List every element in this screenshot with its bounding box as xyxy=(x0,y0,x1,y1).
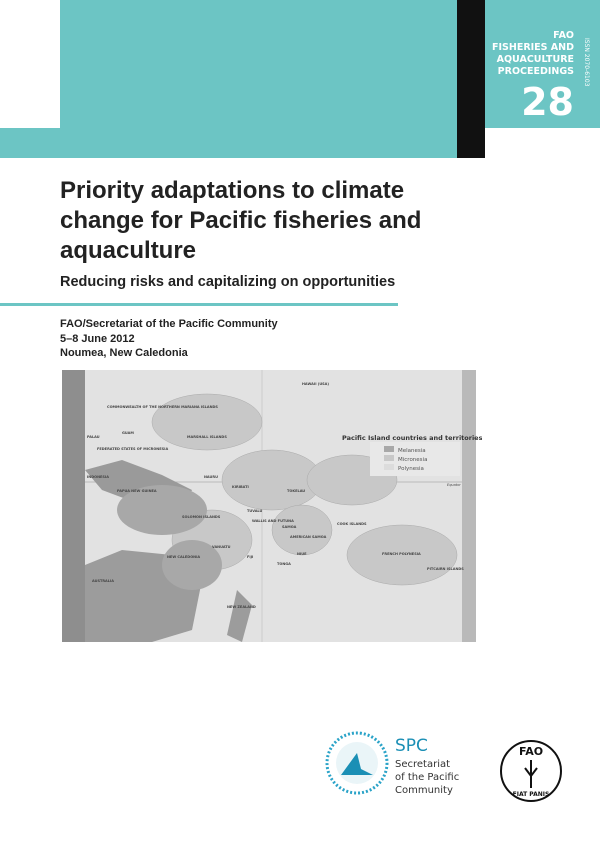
map-label: WALLIS AND FUTUNA xyxy=(252,519,294,523)
map-label: AMERICAN SAMOA xyxy=(290,535,327,539)
map-label: PAPUA NEW GUINEA xyxy=(117,489,157,493)
map-edge xyxy=(62,370,85,642)
map-label: SOLOMON ISLANDS xyxy=(182,515,221,519)
legend-label: Melanesia xyxy=(398,448,426,454)
fao-motto: FIAT PANIS xyxy=(513,791,550,798)
map-label: NAURU xyxy=(204,475,218,479)
map-label: NEW CALEDONIA xyxy=(167,555,200,559)
spc-name: Secretariat xyxy=(395,759,450,770)
legend-swatch xyxy=(384,455,394,461)
info-line: 5–8 June 2012 xyxy=(60,332,135,345)
legend-swatch xyxy=(384,464,394,470)
black-bar xyxy=(457,0,485,158)
map-label: AUSTRALIA xyxy=(92,579,114,583)
info: FAO/Secretariat of the Pacific Community… xyxy=(60,317,278,361)
map-label: FEDERATED STATES OF MICRONESIA xyxy=(97,447,168,451)
map-label: KIRIBATI xyxy=(232,485,249,489)
map-label: FRENCH POLYNESIA xyxy=(382,552,421,556)
map-label: SAMOA xyxy=(282,525,297,529)
map-label: TONGA xyxy=(277,562,291,566)
legend-label: Micronesia xyxy=(398,457,427,463)
issn: ISSN 2070-6103 xyxy=(583,38,590,87)
series-line: FISHERIES AND xyxy=(492,42,574,53)
map-label: PALAU xyxy=(87,435,100,439)
top-band xyxy=(60,0,600,128)
spc-name: Community xyxy=(395,785,453,796)
title-line: change for Pacific fisheries and xyxy=(60,207,422,234)
title: Priority adaptations to climate change f… xyxy=(60,176,421,266)
map-label: VANUATU xyxy=(212,545,231,549)
spc-name: of the Pacific xyxy=(395,772,459,783)
spc-sail xyxy=(341,753,373,775)
spc-logo: SPC Secretariat of the Pacific Community xyxy=(325,731,459,796)
map-label: COMMONWEALTH OF THE NORTHERN MARIANA ISL… xyxy=(107,405,218,409)
spc-acronym: SPC xyxy=(395,736,428,756)
map-label: MARSHALL ISLANDS xyxy=(187,435,227,439)
map-label: NIUE xyxy=(297,552,307,556)
map-label: TOKELAU xyxy=(287,489,305,493)
map: Pacific Island countries and territories… xyxy=(62,370,482,642)
map-label: PITCAIRN ISLANDS xyxy=(427,567,464,571)
title-line: Priority adaptations to climate xyxy=(60,177,405,204)
series: FAO FISHERIES AND AQUACULTURE PROCEEDING… xyxy=(492,30,574,78)
map-label: INDONESIA xyxy=(87,475,109,479)
legend-label: Polynesia xyxy=(398,466,424,472)
band-strip xyxy=(0,128,457,158)
series-line: FAO xyxy=(553,30,574,41)
series-line: AQUACULTURE xyxy=(496,54,574,65)
eez-melanesia xyxy=(117,485,222,590)
title-line: aquaculture xyxy=(60,237,197,264)
map-label: TUVALU xyxy=(247,509,263,513)
map-label: HAWAII (USA) xyxy=(302,382,329,386)
issue-number: 28 xyxy=(521,80,574,124)
map-label: GUAM xyxy=(122,431,134,435)
map-label: FIJI xyxy=(247,555,253,559)
map-label: Equator xyxy=(447,483,461,487)
fao-wheat xyxy=(524,760,538,788)
rule xyxy=(0,303,398,306)
legend-title: Pacific Island countries and territories xyxy=(342,434,482,442)
map-label: COOK ISLANDS xyxy=(337,522,367,526)
series-line: PROCEEDINGS xyxy=(497,66,574,77)
map-shadow xyxy=(462,370,476,642)
info-line: Noumea, New Caledonia xyxy=(60,347,188,359)
fao-acronym: FAO xyxy=(519,745,543,758)
land xyxy=(227,590,252,642)
fao-ring xyxy=(500,740,562,802)
info-line: FAO/Secretariat of the Pacific Community xyxy=(60,318,278,330)
subtitle: Reducing risks and capitalizing on oppor… xyxy=(60,274,396,290)
map-label: NEW ZEALAND xyxy=(227,605,256,609)
fao-logo: FAO FIAT PANIS xyxy=(500,740,562,802)
legend-swatch xyxy=(384,446,394,452)
spc-ring xyxy=(325,731,389,795)
